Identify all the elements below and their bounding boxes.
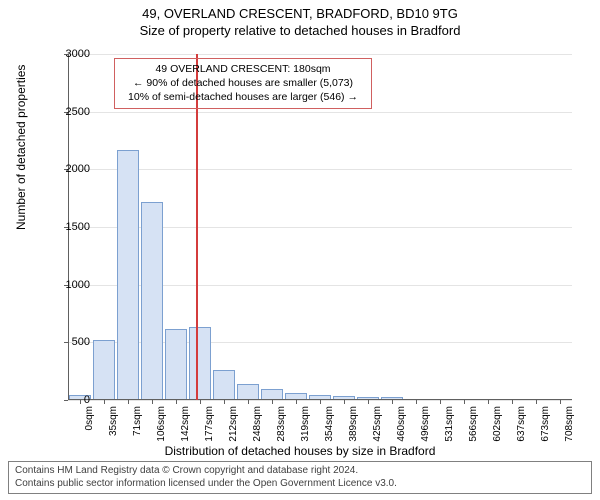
y-tick-label: 1000	[50, 279, 90, 291]
x-tick-mark	[464, 400, 465, 404]
x-tick-mark	[320, 400, 321, 404]
histogram-bar	[93, 340, 115, 400]
y-tick-label: 1500	[50, 221, 90, 233]
chart-area: 49 OVERLAND CRESCENT: 180sqm← 90% of det…	[68, 54, 572, 400]
histogram-bar	[165, 329, 187, 401]
x-tick-label: 673sqm	[540, 406, 551, 442]
histogram-bar	[117, 150, 139, 400]
annotation-box: 49 OVERLAND CRESCENT: 180sqm← 90% of det…	[114, 58, 372, 109]
x-tick-mark	[368, 400, 369, 404]
x-tick-mark	[200, 400, 201, 404]
y-tick-label: 500	[50, 336, 90, 348]
plot-region: 49 OVERLAND CRESCENT: 180sqm← 90% of det…	[68, 54, 572, 400]
footer-line-2: Contains public sector information licen…	[15, 478, 585, 491]
x-tick-label: 106sqm	[156, 406, 167, 442]
x-tick-mark	[488, 400, 489, 404]
x-tick-label: 319sqm	[300, 406, 311, 442]
x-axis-title: Distribution of detached houses by size …	[0, 444, 600, 458]
x-axis-line	[68, 399, 572, 400]
x-tick-mark	[152, 400, 153, 404]
x-tick-mark	[176, 400, 177, 404]
x-tick-label: 354sqm	[324, 406, 335, 442]
gridline	[68, 169, 572, 170]
x-tick-mark	[296, 400, 297, 404]
y-tick-label: 2500	[50, 106, 90, 118]
annotation-line-1: 49 OVERLAND CRESCENT: 180sqm	[123, 62, 363, 76]
x-tick-label: 637sqm	[516, 406, 527, 442]
x-tick-mark	[344, 400, 345, 404]
histogram-bar	[189, 327, 211, 400]
x-tick-label: 177sqm	[204, 406, 215, 442]
annotation-line-2: ← 90% of detached houses are smaller (5,…	[123, 76, 363, 90]
x-tick-label: 531sqm	[444, 406, 455, 442]
histogram-bar	[141, 202, 163, 400]
subtitle: Size of property relative to detached ho…	[0, 23, 600, 38]
x-tick-label: 425sqm	[372, 406, 383, 442]
attribution-footer: Contains HM Land Registry data © Crown c…	[8, 461, 592, 494]
address-title: 49, OVERLAND CRESCENT, BRADFORD, BD10 9T…	[0, 6, 600, 21]
x-tick-label: 283sqm	[276, 406, 287, 442]
x-tick-mark	[560, 400, 561, 404]
x-tick-mark	[248, 400, 249, 404]
y-axis-title: Number of detached properties	[14, 65, 28, 230]
histogram-bar	[237, 384, 259, 400]
x-tick-mark	[416, 400, 417, 404]
histogram-bar	[213, 370, 235, 400]
chart-header: 49, OVERLAND CRESCENT, BRADFORD, BD10 9T…	[0, 0, 600, 38]
x-tick-mark	[128, 400, 129, 404]
x-tick-label: 248sqm	[252, 406, 263, 442]
x-tick-mark	[272, 400, 273, 404]
x-tick-label: 566sqm	[468, 406, 479, 442]
x-tick-mark	[440, 400, 441, 404]
x-tick-label: 389sqm	[348, 406, 359, 442]
x-tick-label: 212sqm	[228, 406, 239, 442]
y-tick-label: 3000	[50, 48, 90, 60]
annotation-line-3: 10% of semi-detached houses are larger (…	[123, 90, 363, 104]
x-tick-mark	[104, 400, 105, 404]
gridline	[68, 54, 572, 55]
x-tick-label: 142sqm	[180, 406, 191, 442]
x-tick-label: 0sqm	[84, 406, 95, 430]
x-tick-label: 71sqm	[132, 406, 143, 436]
gridline	[68, 112, 572, 113]
x-tick-mark	[536, 400, 537, 404]
x-tick-label: 35sqm	[108, 406, 119, 436]
x-tick-mark	[392, 400, 393, 404]
x-tick-label: 496sqm	[420, 406, 431, 442]
footer-line-1: Contains HM Land Registry data © Crown c…	[15, 465, 585, 478]
y-tick-label: 2000	[50, 163, 90, 175]
x-tick-mark	[224, 400, 225, 404]
x-tick-mark	[512, 400, 513, 404]
x-tick-label: 602sqm	[492, 406, 503, 442]
x-tick-label: 708sqm	[564, 406, 575, 442]
y-tick-label: 0	[50, 394, 90, 406]
x-tick-label: 460sqm	[396, 406, 407, 442]
